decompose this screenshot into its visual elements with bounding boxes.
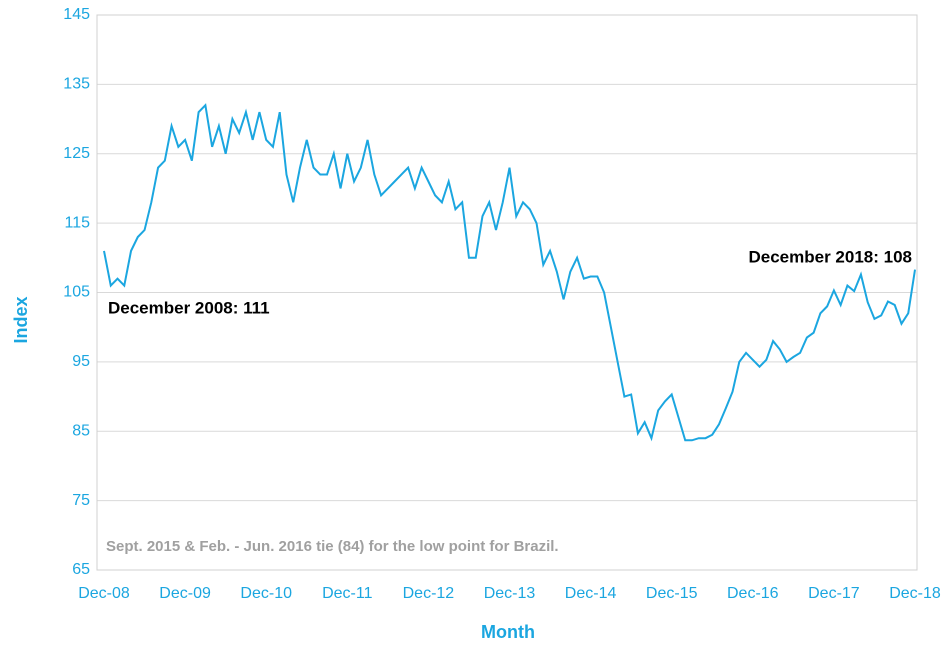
x-tick-label: Dec-13 — [484, 585, 536, 602]
x-tick-label: Dec-10 — [240, 585, 292, 602]
y-tick-label: 145 — [63, 6, 90, 23]
y-tick-label: 135 — [63, 76, 90, 93]
y-tick-label: 85 — [72, 422, 90, 439]
annotation: December 2008: 111 — [108, 298, 270, 317]
x-tick-label: Dec-18 — [889, 585, 941, 602]
y-tick-label: 65 — [72, 561, 90, 578]
x-tick-label: Dec-14 — [565, 585, 617, 602]
x-axis-label: Month — [481, 622, 535, 642]
y-tick-label: 95 — [72, 353, 90, 370]
line — [103, 103, 916, 442]
x-tick-label: Dec-12 — [403, 585, 455, 602]
y-tick-label: 75 — [72, 492, 90, 509]
annotation: December 2018: 108 — [748, 247, 912, 266]
y-axis-label: Index — [11, 296, 31, 343]
x-tick-label: Dec-16 — [727, 585, 779, 602]
x-tick-label: Dec-17 — [808, 585, 860, 602]
note: Sept. 2015 & Feb. - Jun. 2016 tie (84) f… — [106, 538, 559, 555]
x-tick-label: Dec-11 — [322, 585, 372, 602]
x-tick-label: Dec-15 — [646, 585, 698, 602]
x-tick-label: Dec-09 — [159, 585, 211, 602]
y-tick-label: 125 — [63, 145, 90, 162]
plot-border — [96, 14, 918, 571]
y-tick-label: 115 — [64, 214, 90, 231]
x-tick-label: Dec-08 — [78, 585, 130, 602]
y-tick-label: 105 — [63, 284, 90, 301]
